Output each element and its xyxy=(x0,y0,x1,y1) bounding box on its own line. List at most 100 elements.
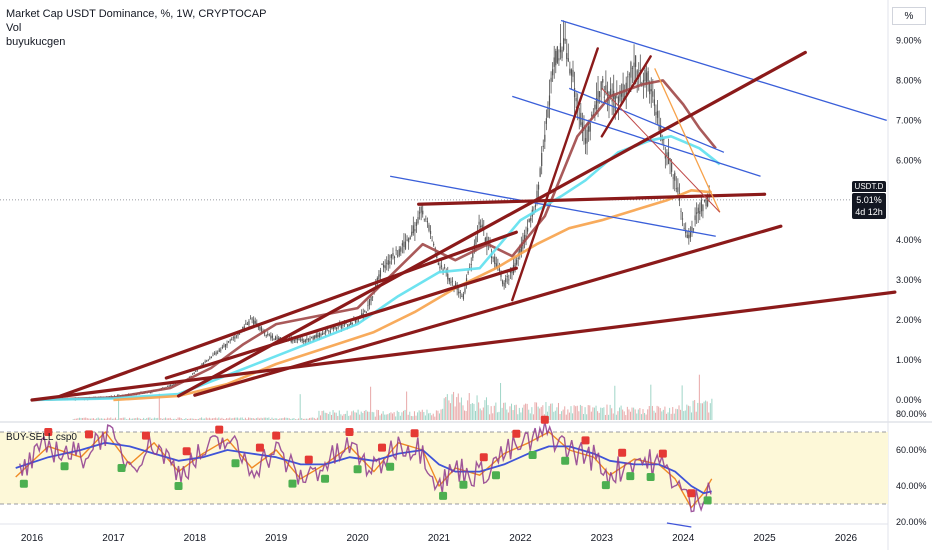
volume-bar xyxy=(294,419,296,420)
candle-body xyxy=(594,104,596,110)
candle-body xyxy=(697,207,699,213)
candle-body xyxy=(545,118,547,124)
volume-bar xyxy=(351,411,353,420)
volume-bar xyxy=(263,417,265,420)
candle-body xyxy=(575,97,577,102)
sell-marker xyxy=(272,431,281,440)
volume-bar xyxy=(266,417,268,420)
candle-body xyxy=(556,46,558,63)
volume-bar xyxy=(554,410,556,420)
volume-bar xyxy=(349,415,351,420)
volume-bar xyxy=(96,418,98,420)
candle-body xyxy=(212,354,214,356)
oscillator-title: BUY-SELL csp0 xyxy=(6,432,77,443)
oscillator-tick-label: 80.00% xyxy=(896,409,927,419)
volume-bar xyxy=(273,418,275,420)
volume-bar xyxy=(658,406,660,420)
candle-body xyxy=(498,268,501,271)
volume-bar xyxy=(254,418,256,420)
candle-body xyxy=(602,78,604,83)
volume-bar xyxy=(423,412,425,420)
volume-bar xyxy=(288,418,290,420)
candle-body xyxy=(213,353,216,355)
time-tick-label: 2021 xyxy=(428,533,451,544)
candle-body xyxy=(242,327,244,329)
candle-body xyxy=(274,336,277,341)
volume-bar xyxy=(357,409,359,420)
volume-bar xyxy=(418,410,420,420)
volume-bar xyxy=(185,418,187,420)
volume-bar xyxy=(196,418,198,420)
volume-bar xyxy=(619,407,621,420)
volume-bar xyxy=(617,411,619,420)
volume-bar xyxy=(188,418,190,420)
candle-body xyxy=(204,361,206,363)
sell-marker xyxy=(215,425,224,434)
volume-bar xyxy=(166,418,168,420)
candle-body xyxy=(351,322,353,324)
candle-body xyxy=(418,212,421,214)
volume-bar xyxy=(680,409,682,420)
volume-bar xyxy=(85,417,87,420)
volume-bar xyxy=(496,412,498,420)
volume-bar xyxy=(249,417,251,420)
volume-bar xyxy=(136,417,138,420)
candle-body xyxy=(647,71,649,82)
volume-bar xyxy=(296,419,298,420)
volume-bar xyxy=(359,414,361,420)
volume-bar xyxy=(301,418,303,420)
volume-bar xyxy=(673,413,675,420)
volume-bar xyxy=(432,413,434,420)
volume-bar xyxy=(127,419,129,420)
sell-marker xyxy=(141,431,150,440)
candle-body xyxy=(321,333,324,336)
candle-body xyxy=(400,247,402,252)
candle-body xyxy=(296,338,299,341)
sell-marker xyxy=(479,453,488,462)
candle-body xyxy=(652,91,654,97)
candle-body xyxy=(433,243,435,246)
candle-body xyxy=(325,329,327,333)
candle-body xyxy=(192,373,194,375)
candle-body xyxy=(620,92,623,97)
volume-bar xyxy=(412,416,414,420)
volume-bar xyxy=(280,418,282,420)
candle-body xyxy=(599,91,601,98)
candle-body xyxy=(315,334,317,338)
volume-bar xyxy=(165,417,167,420)
volume-bar xyxy=(323,410,325,420)
candle-body xyxy=(300,339,302,341)
candle-body xyxy=(207,360,209,362)
volume-bar xyxy=(121,418,123,420)
candle-body xyxy=(306,338,308,341)
volume-indicator-label: Vol xyxy=(6,22,22,34)
volume-bar xyxy=(111,418,113,420)
percent-scale-button[interactable]: % xyxy=(892,7,926,25)
volume-bar xyxy=(655,412,657,420)
volume-bar xyxy=(503,402,505,420)
volume-bar xyxy=(540,406,542,420)
volume-bar xyxy=(489,414,491,420)
candle-body xyxy=(447,273,449,280)
volume-bar xyxy=(590,411,592,420)
volume-bar xyxy=(326,412,328,420)
volume-bar xyxy=(154,417,156,420)
volume-bar xyxy=(387,414,389,420)
candle-body xyxy=(666,152,668,157)
candle-body xyxy=(573,88,576,98)
volume-bar xyxy=(706,401,708,420)
candle-body xyxy=(265,335,267,337)
candle-body xyxy=(395,249,397,251)
volume-bar xyxy=(393,412,395,420)
buy-marker xyxy=(353,465,362,474)
volume-bar xyxy=(374,416,376,420)
volume-bar xyxy=(212,418,214,420)
volume-bars xyxy=(72,374,713,420)
volume-bar xyxy=(114,417,116,420)
volume-bar xyxy=(625,415,627,420)
candle-body xyxy=(655,111,657,115)
volume-bar xyxy=(132,418,134,420)
candle-body xyxy=(309,338,311,341)
